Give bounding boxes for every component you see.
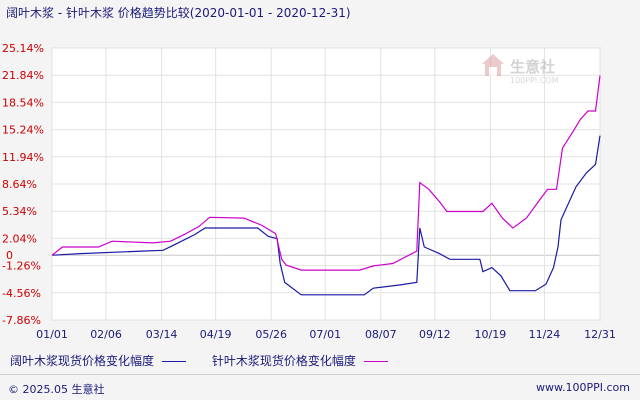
- y-tick-label: 5.34%: [2, 205, 37, 218]
- series-group: [51, 75, 601, 296]
- x-tick-label: 11/24: [529, 328, 561, 341]
- x-axis-ticks: 01/01 02/06 03/14 04/19 05/26 07/01 08/07 09/12…: [36, 328, 616, 341]
- footer: © 2025.05 生意社 www.100PPI.com: [0, 374, 640, 401]
- y-tick-label: 11.94%: [2, 151, 44, 164]
- watermark-name: 生意社: [510, 58, 556, 76]
- series-line-1: [51, 75, 601, 271]
- chart-svg: 25.14% 21.84% 18.54% 15.24% 11.94% 8.64% 5.34%…: [2, 42, 616, 341]
- y-tick-label: 2.04%: [2, 232, 37, 245]
- chart-title: 阔叶木浆 - 针叶木浆 价格趋势比较(2020-01-01 - 2020-12-…: [6, 6, 351, 20]
- y-zero-label: 0: [6, 249, 13, 262]
- x-tick-label: 04/19: [200, 328, 232, 341]
- watermark-logo: 生意社 100PPI.COM: [480, 52, 580, 92]
- x-tick-label: 05/26: [255, 328, 287, 341]
- legend-swatch-hardwood: [162, 361, 187, 362]
- x-tick-label: 08/07: [365, 328, 397, 341]
- watermark-domain: 100PPI.COM: [510, 76, 559, 85]
- house-icon: [482, 54, 504, 76]
- x-tick-label: 01/01: [36, 328, 68, 341]
- legend-item-hardwood: 阔叶木浆现货价格变化幅度: [10, 352, 187, 369]
- y-tick-label: 25.14%: [2, 42, 44, 55]
- x-tick-label: 12/31: [584, 328, 616, 341]
- x-tick-label: 09/12: [419, 328, 451, 341]
- y-tick-label: 21.84%: [2, 69, 44, 82]
- y-tick-label: -4.56%: [2, 287, 41, 300]
- legend: 阔叶木浆现货价格变化幅度 针叶木浆现货价格变化幅度: [10, 352, 410, 369]
- y-tick-label: 18.54%: [2, 96, 44, 109]
- site-link[interactable]: www.100PPI.com: [536, 381, 630, 394]
- grid-lines: [51, 47, 601, 321]
- y-tick-label: 15.24%: [2, 124, 44, 137]
- x-tick-label: 10/19: [475, 328, 507, 341]
- legend-swatch-softwood: [363, 361, 388, 362]
- x-tick-label: 03/14: [146, 328, 178, 341]
- y-tick-label: -7.86%: [2, 314, 41, 327]
- x-tick-label: 02/06: [90, 328, 122, 341]
- legend-label-softwood: 针叶木浆现货价格变化幅度: [211, 354, 356, 368]
- copyright-text: © 2025.05 生意社: [8, 383, 105, 396]
- y-axis-ticks: 25.14% 21.84% 18.54% 15.24% 11.94% 8.64% 5.34%…: [2, 42, 44, 327]
- legend-label-hardwood: 阔叶木浆现货价格变化幅度: [10, 354, 155, 368]
- y-tick-label: 8.64%: [2, 178, 37, 191]
- series-line-0: [51, 135, 601, 296]
- y-tick-label: -1.26%: [2, 260, 41, 273]
- legend-item-softwood: 针叶木浆现货价格变化幅度: [212, 352, 388, 369]
- x-tick-label: 07/01: [309, 328, 341, 341]
